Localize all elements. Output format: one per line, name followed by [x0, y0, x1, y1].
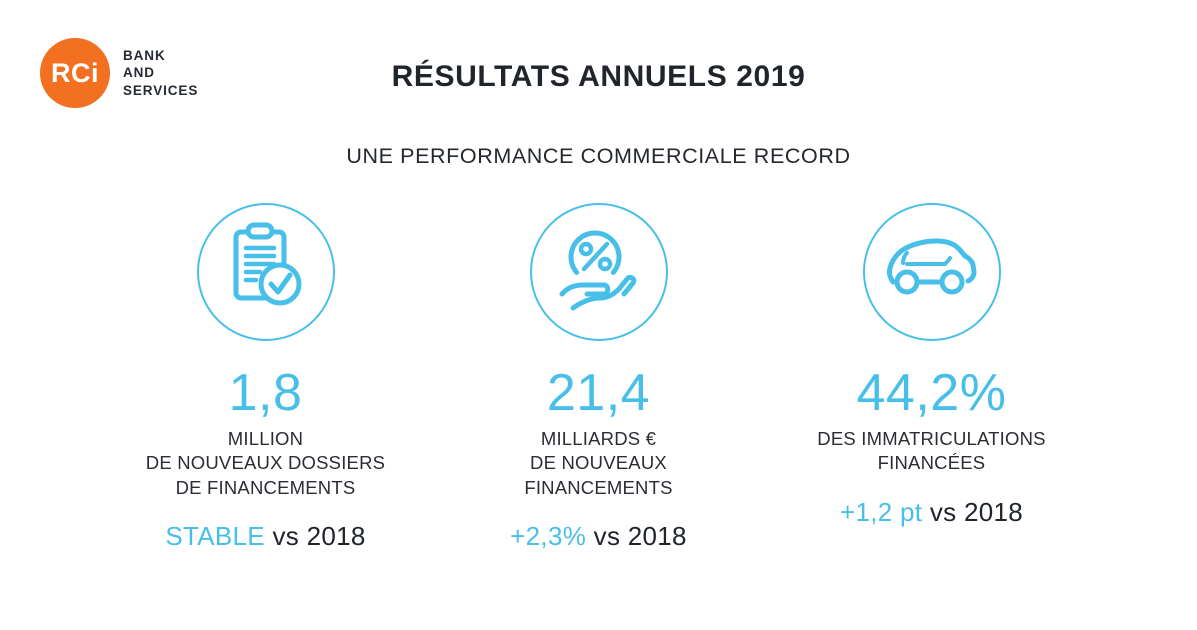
clipboard-check-icon — [196, 202, 336, 342]
stat-value: 21,4 — [546, 364, 651, 422]
logo-word-bank: BANK — [123, 48, 166, 64]
rci-logo-wordmark: BANK AND SERVICES — [123, 47, 198, 99]
stat-column-new-financings: 21,4 MILLIARDS € DE NOUVEAUX FINANCEMENT… — [432, 202, 765, 552]
logo-word-and: AND — [123, 65, 155, 81]
stats-row: 1,8 MILLION DE NOUVEAUX DOSSIERS DE FINA… — [0, 202, 1197, 552]
rci-logo-text: RCi — [51, 57, 99, 88]
stat-value: 1,8 — [228, 364, 303, 422]
hand-percent-icon — [529, 202, 669, 342]
rci-logo-circle: RCi — [40, 38, 110, 108]
delta-value: STABLE — [165, 521, 265, 552]
page-title: RÉSULTATS ANNUELS 2019 — [391, 60, 806, 93]
stat-delta: +2,3% vs 2018 — [510, 521, 687, 552]
stat-label: MILLION DE NOUVEAUX DOSSIERS DE FINANCEM… — [145, 427, 386, 498]
rci-logo: RCi BANK AND SERVICES — [40, 38, 198, 108]
page-subtitle: UNE PERFORMANCE COMMERCIALE RECORD — [346, 144, 851, 168]
delta-value: +1,2 pt — [839, 496, 923, 527]
delta-suffix: vs 2018 — [929, 496, 1024, 527]
stat-delta: +1,2 pt vs 2018 — [840, 497, 1023, 528]
delta-suffix: vs 2018 — [272, 521, 366, 552]
stat-label: DES IMMATRICULATIONS FINANCÉES — [817, 427, 1046, 474]
car-icon — [862, 202, 1002, 342]
stat-column-financing-files: 1,8 MILLION DE NOUVEAUX DOSSIERS DE FINA… — [99, 202, 432, 552]
logo-word-services: SERVICES — [123, 82, 199, 98]
delta-suffix: vs 2018 — [593, 521, 687, 552]
stat-delta: STABLE vs 2018 — [165, 521, 365, 552]
stat-value: 44,2% — [856, 364, 1007, 422]
stat-label: MILLIARDS € DE NOUVEAUX FINANCEMENTS — [524, 427, 673, 498]
delta-value: +2,3% — [510, 521, 587, 552]
stat-column-registrations: 44,2% DES IMMATRICULATIONS FINANCÉES +1,… — [765, 202, 1098, 552]
